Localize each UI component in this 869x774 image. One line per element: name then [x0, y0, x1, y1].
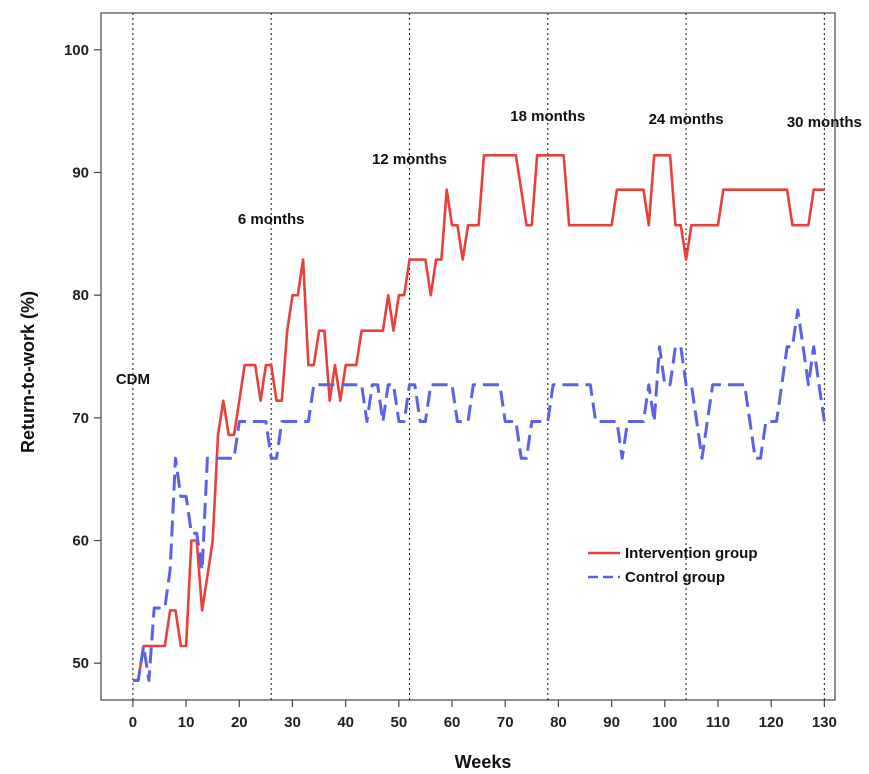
y-tick-label: 90: [72, 164, 89, 181]
reference-lines: CDM 6 months 12 months 18 months 24 months 30…: [116, 13, 862, 700]
x-tick-label: 20: [231, 714, 248, 731]
x-tick-label: 40: [337, 714, 354, 731]
y-tick-label: 70: [72, 410, 89, 427]
legend-label: Control group: [625, 569, 725, 586]
x-tick-label: 10: [178, 714, 195, 731]
plot-frame: [100, 12, 836, 701]
x-tick-label: 70: [497, 714, 514, 731]
x-tick-label: 50: [391, 714, 408, 731]
series-line-control: [132, 308, 826, 682]
y-tick-label: 80: [72, 287, 89, 304]
x-tick-label: 60: [444, 714, 461, 731]
x-tick-label: 90: [603, 714, 620, 731]
x-tick-label: 100: [652, 714, 677, 731]
y-tick-label: 50: [72, 655, 89, 672]
x-tick-label: 80: [550, 714, 567, 731]
series-layer: [132, 154, 826, 682]
reference-line-label: 12 months: [372, 151, 447, 168]
y-axis-title: Return-to-work (%): [18, 291, 38, 453]
x-tick-label: 30: [284, 714, 301, 731]
y-axis: 50 60 70 80 90 100: [64, 42, 101, 672]
x-tick-label: 0: [129, 714, 137, 731]
reference-line-label: 6 months: [238, 211, 305, 228]
reference-line-label: CDM: [116, 371, 150, 388]
legend-label: Intervention group: [625, 545, 758, 562]
reference-line-label: 18 months: [510, 108, 585, 125]
x-tick-label: 110: [706, 714, 730, 731]
x-tick-label: 130: [812, 714, 837, 731]
x-axis: 0 10 20 30 40 50 60 70 80 90 100 110 120 130: [129, 700, 837, 731]
legend: Intervention group Control group: [588, 545, 758, 586]
x-tick-label: 120: [759, 714, 784, 731]
x-axis-title: Weeks: [455, 752, 512, 772]
y-tick-label: 100: [64, 42, 89, 59]
reference-line-label: 24 months: [649, 111, 724, 128]
y-tick-label: 60: [72, 533, 89, 550]
series-line-intervention: [132, 154, 825, 682]
reference-line-label: 30 months: [787, 114, 862, 131]
